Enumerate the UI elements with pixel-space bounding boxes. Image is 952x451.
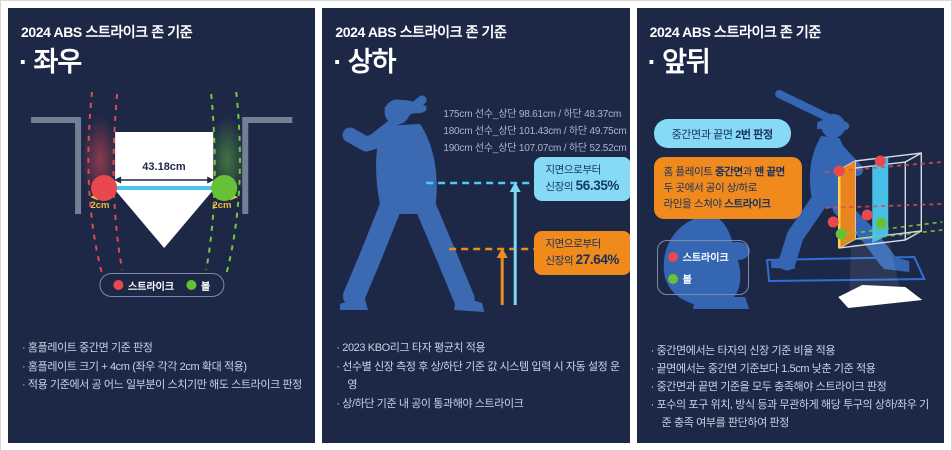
legend: 스트라이크 볼 bbox=[99, 273, 225, 297]
ball-dashed-curves bbox=[205, 91, 241, 275]
right-extension-label: 2cm bbox=[212, 200, 232, 211]
bullet: · 끝면에서는 중간면 기준보다 1.5cm 낮춘 기준 적용 bbox=[650, 363, 876, 375]
ball-trajectory-dashes bbox=[836, 221, 943, 242]
strike-ball-marker bbox=[91, 175, 118, 201]
height-line: 180cm 선수_상단 101.43cm / 하단 49.75cm bbox=[443, 126, 627, 137]
left-right-diagram bbox=[31, 91, 293, 275]
bullet-list: · 중간면에서는 타자의 신장 기준 비율 적용 · 끝면에서는 중간면 기준보… bbox=[651, 342, 937, 432]
legend-ball: 볼 bbox=[186, 278, 210, 293]
panel-subtitle: · 좌우 bbox=[19, 47, 82, 77]
plane-rule-line2: 두 곳에서 공이 상/하로 bbox=[663, 182, 758, 194]
panel-up-down: 2024 ABS 스트라이크 존 기준 · 상하 175cm 선수_상단 98.… bbox=[322, 8, 630, 443]
bullet: · 홈플레이트 크기 + 4cm (좌우 각각 2cm 확대 적용) bbox=[22, 360, 247, 373]
panel-subtitle: · 앞뒤 bbox=[647, 47, 711, 77]
panel-row: 2024 ABS 스트라이크 존 기준 · 좌우 43.18cm 2cm 2cm… bbox=[8, 8, 944, 443]
panel-title: 2024 ABS 스트라이크 존 기준 bbox=[21, 24, 193, 40]
lower-callout-line2: 신장의 27.64% bbox=[545, 252, 620, 267]
legend-strike-label: 스트라이크 bbox=[682, 253, 729, 264]
panel-subtitle: · 상하 bbox=[333, 47, 396, 77]
panel-title: 2024 ABS 스트라이크 존 기준 bbox=[649, 24, 822, 40]
bullet: · 중간면에서는 타자의 신장 기준 비율 적용 bbox=[650, 345, 836, 357]
batter-box-chalk-lines bbox=[31, 117, 293, 214]
lower-height-arrow bbox=[497, 248, 509, 305]
legend-strike-label: 스트라이크 bbox=[128, 281, 175, 293]
bullet: · 홈플레이트 중간면 기준 판정 bbox=[22, 342, 153, 354]
upper-limit-value: 56.35% bbox=[575, 178, 620, 193]
two-plane-note: 중간면과 끝면 2번 판정 bbox=[653, 119, 791, 148]
height-reference-lines: 175cm 선수_상단 98.61cm / 하단 48.37cm 180cm 선… bbox=[443, 106, 626, 157]
legend-ball: 볼 bbox=[667, 271, 738, 286]
left-extension-label: 2cm bbox=[90, 200, 110, 211]
strike-balls bbox=[827, 155, 886, 228]
bullet: · 선수별 신장 측정 후 상/하단 기준 값 시스템 입력 시 자동 설정 운… bbox=[336, 360, 620, 392]
plane-rule-line3: 라인을 스쳐야 스트라이크 bbox=[663, 198, 771, 210]
lower-limit-value: 27.64% bbox=[575, 252, 620, 267]
bullet-list: · 2023 KBO리그 타자 평균치 적용 · 선수별 신장 측정 후 상/하… bbox=[336, 339, 622, 413]
plate-width-label: 43.18cm bbox=[142, 161, 186, 173]
panel-front-back: 2024 ABS 스트라이크 존 기준 · 앞뒤 중간면과 끝면 2번 판정 홈… bbox=[636, 8, 944, 443]
plate-width-arrow bbox=[114, 176, 215, 184]
lower-callout-line1: 지면으로부터 bbox=[545, 238, 601, 250]
plane-rule-line1: 홈 플레이트 중간면과 맨 끝면 bbox=[663, 166, 786, 178]
up-down-diagram bbox=[340, 95, 535, 312]
legend: 스트라이크 볼 bbox=[656, 240, 749, 295]
upper-callout-line1: 지면으로부터 bbox=[545, 164, 601, 176]
bullet: · 포수의 포구 위치, 방식 등과 무관하게 해당 투구의 상하/좌우 기준 … bbox=[650, 399, 930, 429]
panel-title: 2024 ABS 스트라이크 존 기준 bbox=[335, 24, 507, 40]
bullet: · 적용 기준에서 공 어느 일부분이 스치기만 해도 스트라이크 판정 bbox=[22, 379, 302, 391]
zone-width-line bbox=[107, 186, 222, 190]
home-plate-perspective bbox=[837, 285, 922, 308]
batter-box-outline bbox=[765, 255, 926, 283]
legend-strike: 스트라이크 bbox=[113, 278, 174, 293]
strike-dot-icon bbox=[667, 251, 678, 262]
panel-left-right: 2024 ABS 스트라이크 존 기준 · 좌우 43.18cm 2cm 2cm… bbox=[8, 8, 316, 443]
front-back-diagram bbox=[663, 90, 943, 309]
height-line: 190cm 선수_상단 107.07cm / 하단 52.52cm bbox=[443, 143, 627, 154]
bullet: · 2023 KBO리그 타자 평균치 적용 bbox=[336, 342, 486, 354]
ball-balls bbox=[835, 217, 887, 240]
height-line: 175cm 선수_상단 98.61cm / 하단 48.37cm bbox=[443, 109, 622, 120]
front-plane bbox=[838, 161, 855, 248]
ball-marker bbox=[211, 175, 238, 201]
plane-rule-note: 홈 플레이트 중간면과 맨 끝면 두 곳에서 공이 상/하로 라인을 스쳐야 스… bbox=[653, 157, 802, 219]
upper-callout-line2: 신장의 56.35% bbox=[545, 178, 620, 193]
batter-silhouette bbox=[340, 95, 485, 312]
legend-strike: 스트라이크 bbox=[667, 249, 738, 264]
strike-dashed-curves bbox=[87, 91, 124, 275]
bullet-list: · 홈플레이트 중간면 기준 판정 · 홈플레이트 크기 + 4cm (좌우 각… bbox=[22, 339, 308, 395]
bullet: · 상/하단 기준 내 공이 통과해야 스트라이크 bbox=[336, 397, 524, 410]
strike-dot-icon bbox=[113, 280, 124, 290]
ball-dot-icon bbox=[186, 280, 197, 290]
upper-limit-callout: 지면으로부터 신장의 56.35% bbox=[534, 157, 630, 201]
legend-ball-label: 볼 bbox=[682, 275, 692, 286]
bullet: · 중간면과 끝면 기준을 모두 충족해야 스트라이크 판정 bbox=[650, 381, 887, 393]
lower-limit-callout: 지면으로부터 신장의 27.64% bbox=[534, 231, 630, 275]
strike-trajectory-dashes bbox=[824, 161, 943, 209]
ball-dot-icon bbox=[667, 273, 678, 284]
legend-ball-label: 볼 bbox=[201, 281, 211, 293]
upper-height-arrow bbox=[510, 182, 522, 305]
